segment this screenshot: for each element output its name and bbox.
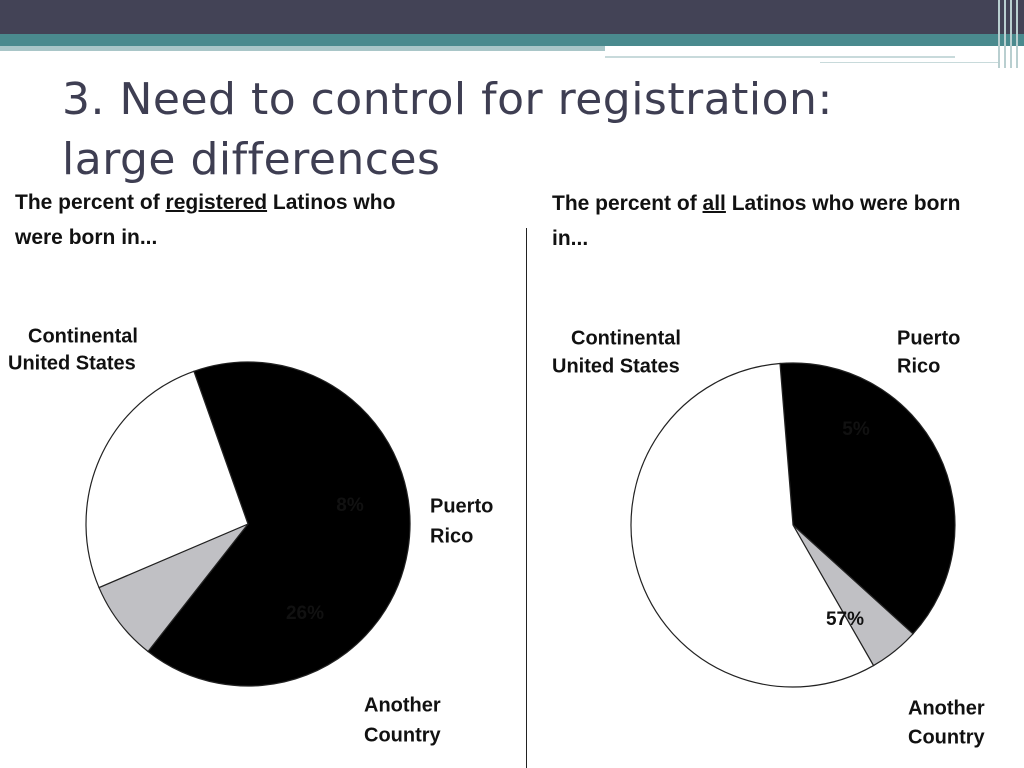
pie-slice-continental-united-states <box>147 361 411 687</box>
pie-category-label: Puerto <box>897 327 960 349</box>
chart-title-all: The percent of all Latinos who were born… <box>552 186 960 256</box>
chart-title-text: Latinos who were born <box>725 192 961 215</box>
chart-title-text: Latinos who <box>267 191 396 214</box>
slide-title: 3. Need to control for registration: lar… <box>62 70 962 190</box>
slide-title-line1: 3. Need to control for registration: <box>62 74 833 125</box>
pie-percent-label: 38% <box>720 450 758 471</box>
pie-category-label: Puerto <box>430 495 493 517</box>
pie-slice-another-country <box>630 362 875 688</box>
pie-category-label: Rico <box>897 355 940 377</box>
chart-title-text: The percent of <box>552 192 703 215</box>
chart-title-registered: The percent of registered Latinos who we… <box>15 185 395 255</box>
chart-title-emphasis: all <box>702 192 726 215</box>
pie-category-label: Rico <box>430 525 473 547</box>
pie-category-label: Another <box>364 694 441 716</box>
pie-category-label: Country <box>908 726 986 748</box>
slide-title-line2: large differences <box>62 134 441 185</box>
pie-category-label: United States <box>552 355 680 377</box>
chart-divider <box>526 228 527 768</box>
corner-ornament <box>994 0 1024 68</box>
chart-title-text: The percent of <box>15 191 166 214</box>
chart-title-text: in... <box>552 227 589 250</box>
pie-slice-continental-united-states <box>779 362 956 635</box>
header-rule <box>605 56 955 58</box>
pie-percent-label: 57% <box>826 609 864 630</box>
pie-percent-label: 26% <box>286 603 324 624</box>
pie-category-label: United States <box>8 352 136 374</box>
header-band-teal <box>0 34 1024 46</box>
chart-title-emphasis: registered <box>165 191 268 214</box>
pie-category-label: Country <box>364 724 442 746</box>
pie-percent-label: 66% <box>167 456 205 477</box>
pie-chart-registered: 66% 8% 26% Continental United States Puerto Ri… <box>8 325 493 746</box>
pie-category-label: Continental <box>28 325 138 347</box>
header-band-light <box>0 46 605 51</box>
pie-slice-another-country <box>85 370 249 589</box>
pie-percent-label: 8% <box>336 495 364 516</box>
pie-category-label: Another <box>908 697 985 719</box>
header-rule-short <box>820 62 1000 63</box>
chart-title-text: were born in... <box>15 226 158 249</box>
pie-category-label: Continental <box>571 327 681 349</box>
pie-percent-label: 5% <box>842 419 870 440</box>
header-band-dark <box>0 0 1024 34</box>
